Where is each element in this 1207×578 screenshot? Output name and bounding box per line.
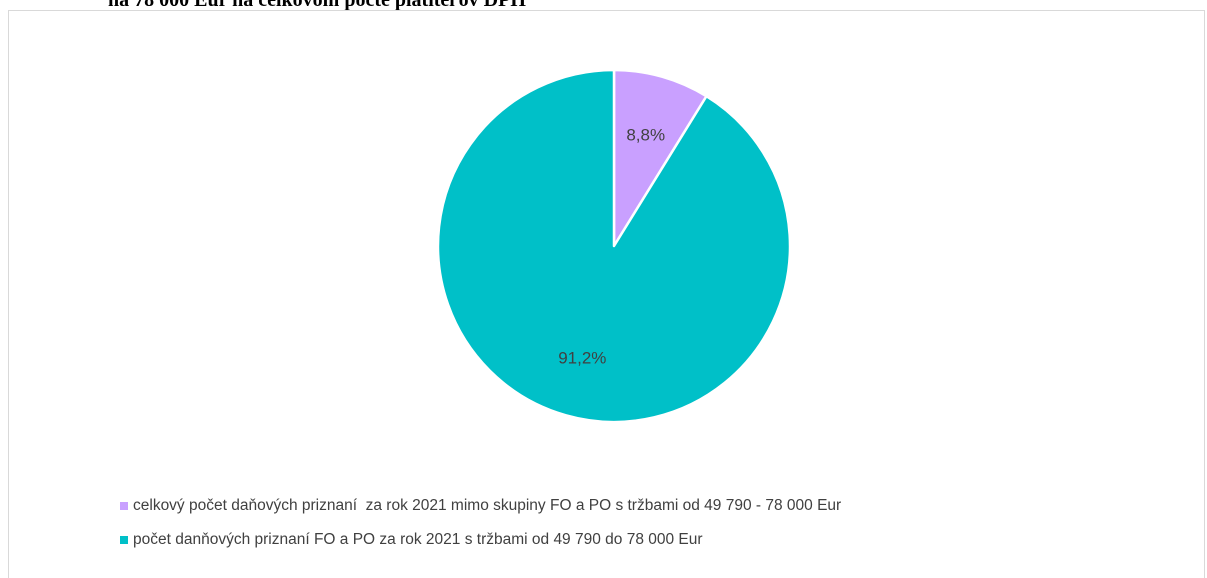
page-heading: na 78 000 Eur na celkovom počte platiteľ… <box>108 0 526 11</box>
legend-label: celkový počet daňových priznaní za rok 2… <box>133 497 842 514</box>
legend-swatch <box>120 502 128 510</box>
pie-data-label: 8,8% <box>626 125 665 144</box>
pie-slice <box>436 68 792 424</box>
legend-swatch <box>120 536 128 544</box>
pie-data-labels: 8,8% 91,2% <box>558 125 665 367</box>
pie-data-label: 91,2% <box>558 349 606 368</box>
legend-label: počet danňových priznaní FO a PO za rok … <box>133 531 703 548</box>
legend: celkový počet daňových priznaní za rok 2… <box>120 496 841 564</box>
pie-slice <box>612 68 708 248</box>
legend-item: počet danňových priznaní FO a PO za rok … <box>120 530 841 550</box>
legend-item: celkový počet daňových priznaní za rok 2… <box>120 496 841 516</box>
pie-slices <box>436 68 792 424</box>
